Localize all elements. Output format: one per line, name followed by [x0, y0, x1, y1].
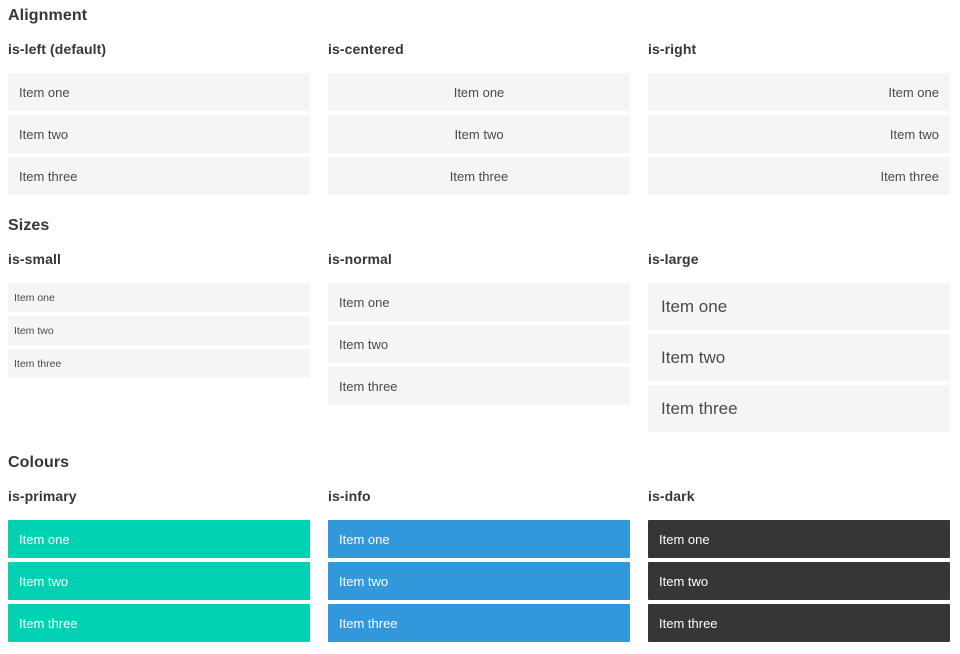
list-item: Item three — [8, 157, 310, 195]
list-is-small: Item one Item two Item three — [8, 283, 310, 378]
section-alignment: Alignment is-left (default) Item one Ite… — [8, 5, 950, 195]
list-item: Item two — [8, 115, 310, 153]
list-is-left: Item one Item two Item three — [8, 73, 310, 195]
list-item: Item one — [648, 73, 950, 111]
list-is-normal: Item one Item two Item three — [328, 283, 630, 405]
section-title: Alignment — [8, 7, 88, 24]
section-title: Colours — [8, 454, 70, 471]
column-is-primary: is-primary Item one Item two Item three — [8, 487, 310, 642]
list-item: Item two — [648, 334, 950, 381]
list-is-primary: Item one Item two Item three — [8, 520, 310, 642]
column-is-left: is-left (default) Item one Item two Item… — [8, 40, 310, 195]
section-title: Sizes — [8, 217, 50, 234]
list-item: Item two — [328, 325, 630, 363]
list-item: Item three — [648, 604, 950, 642]
list-item: Item two — [328, 562, 630, 600]
list-is-dark: Item one Item two Item three — [648, 520, 950, 642]
list-item: Item three — [328, 367, 630, 405]
column-heading: is-small — [8, 251, 61, 267]
list-item: Item one — [328, 73, 630, 111]
column-is-small: is-small Item one Item two Item three — [8, 250, 310, 378]
column-is-normal: is-normal Item one Item two Item three — [328, 250, 630, 405]
list-item: Item three — [8, 349, 310, 378]
list-item: Item one — [328, 520, 630, 558]
list-item: Item two — [328, 115, 630, 153]
column-heading: is-left (default) — [8, 41, 107, 57]
column-heading: is-primary — [8, 488, 77, 504]
list-is-right: Item one Item two Item three — [648, 73, 950, 195]
sizes-columns-row: is-small Item one Item two Item three is… — [8, 250, 950, 432]
column-is-dark: is-dark Item one Item two Item three — [648, 487, 950, 642]
list-item: Item two — [648, 562, 950, 600]
column-is-large: is-large Item one Item two Item three — [648, 250, 950, 432]
column-is-right: is-right Item one Item two Item three — [648, 40, 950, 195]
list-item: Item one — [648, 520, 950, 558]
list-item: Item two — [8, 562, 310, 600]
list-item: Item one — [8, 283, 310, 312]
list-item: Item three — [648, 157, 950, 195]
colours-columns-row: is-primary Item one Item two Item three … — [8, 487, 950, 642]
column-is-info: is-info Item one Item two Item three — [328, 487, 630, 642]
column-heading: is-info — [328, 488, 371, 504]
list-item: Item one — [648, 283, 950, 330]
column-is-centered: is-centered Item one Item two Item three — [328, 40, 630, 195]
column-heading: is-dark — [648, 488, 695, 504]
column-heading: is-large — [648, 251, 699, 267]
list-item: Item three — [8, 604, 310, 642]
section-colours: Colours is-primary Item one Item two Ite… — [8, 452, 950, 642]
list-item: Item three — [648, 385, 950, 432]
list-item: Item three — [328, 604, 630, 642]
column-heading: is-normal — [328, 251, 392, 267]
list-is-info: Item one Item two Item three — [328, 520, 630, 642]
list-is-large: Item one Item two Item three — [648, 283, 950, 432]
list-is-centered: Item one Item two Item three — [328, 73, 630, 195]
list-item: Item three — [328, 157, 630, 195]
list-item: Item two — [648, 115, 950, 153]
section-sizes: Sizes is-small Item one Item two Item th… — [8, 215, 950, 432]
list-item: Item one — [8, 73, 310, 111]
list-item: Item one — [8, 520, 310, 558]
list-item: Item two — [8, 316, 310, 345]
column-heading: is-right — [648, 41, 697, 57]
column-heading: is-centered — [328, 41, 404, 57]
alignment-columns-row: is-left (default) Item one Item two Item… — [8, 40, 950, 195]
list-item: Item one — [328, 283, 630, 321]
